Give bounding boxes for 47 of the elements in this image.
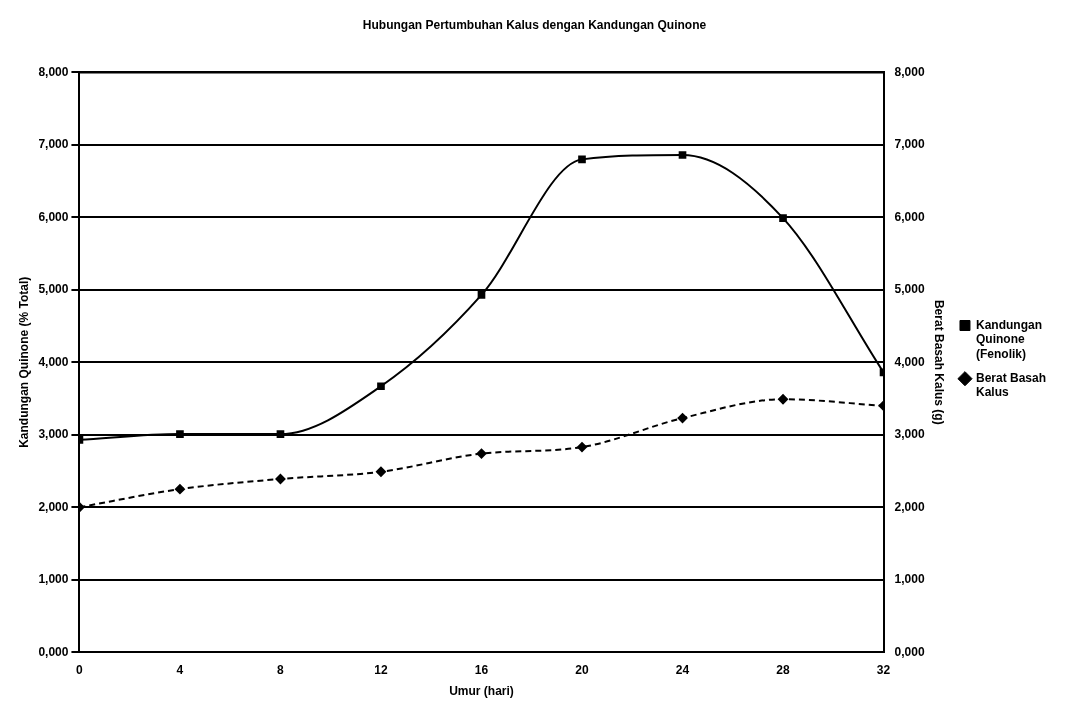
y2-tick-label: 5,000 <box>894 282 925 297</box>
x-tick-label: 4 <box>176 662 184 677</box>
y-tick-label: 5,000 <box>38 282 69 297</box>
x-tick-label: 16 <box>474 662 489 677</box>
y-tick-label: 0,000 <box>38 644 69 659</box>
legend-label: Berat Basah Kalus <box>975 371 1046 400</box>
point <box>375 466 386 477</box>
y2-axis-title: Berat Basah Kalus (g) <box>932 299 947 425</box>
y-tick-label: 4,000 <box>38 354 69 369</box>
y2-tick-label: 7,000 <box>894 137 925 152</box>
point <box>577 442 587 453</box>
x-tick-label: 8 <box>277 662 285 677</box>
point <box>275 473 286 484</box>
x-tick-label: 0 <box>76 662 84 677</box>
y2-tick-label: 1,000 <box>894 572 925 587</box>
y-tick-label: 2,000 <box>38 499 69 514</box>
legend-label: Kandungan Quinone (Fenolik) <box>975 317 1042 361</box>
y-tick-label: 3,000 <box>38 427 69 442</box>
y2-tick-label: 0,000 <box>894 644 925 659</box>
y2-tick-label: 3,000 <box>894 427 925 442</box>
x-tick-label: 32 <box>876 662 891 677</box>
y-tick-label: 8,000 <box>38 64 69 79</box>
point <box>678 151 687 159</box>
x-tick-label: 12 <box>374 662 388 677</box>
y-tick-label: 1,000 <box>38 572 69 587</box>
point <box>476 448 487 459</box>
y-tick-label: 6,000 <box>38 209 69 224</box>
x-tick-label: 20 <box>575 662 589 677</box>
point <box>779 214 787 222</box>
point <box>377 382 385 391</box>
y2-tick-label: 2,000 <box>894 499 925 514</box>
point <box>477 291 486 299</box>
x-axis-title: Umur (hari) <box>449 684 514 699</box>
point <box>677 413 688 424</box>
y2-tick-label: 8,000 <box>894 64 925 79</box>
y-tick-label: 7,000 <box>38 137 69 152</box>
x-tick-label: 28 <box>776 662 791 677</box>
x-tick-label: 24 <box>675 662 690 677</box>
y2-tick-label: 4,000 <box>894 354 925 369</box>
point <box>578 155 586 164</box>
point <box>276 430 285 438</box>
chart-title: Hubungan Pertumbuhan Kalus dengan Kandungan Quinone <box>362 17 707 32</box>
point <box>778 394 789 405</box>
y2-tick-label: 6,000 <box>894 209 925 224</box>
point <box>176 430 184 438</box>
point <box>174 484 185 495</box>
y-axis-title: Kandungan Quinone (% Total) <box>16 276 31 448</box>
